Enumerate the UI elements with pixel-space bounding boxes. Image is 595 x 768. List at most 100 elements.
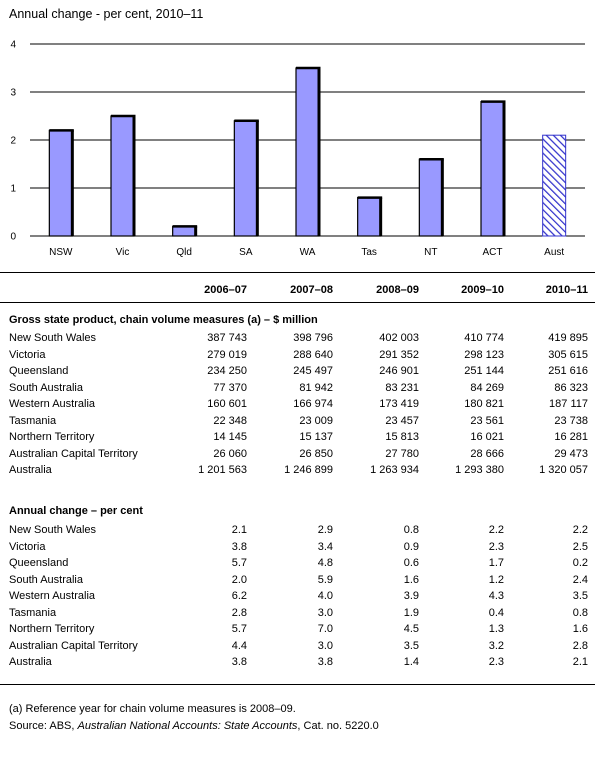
table-cell: 1 201 563 [198,464,247,476]
table-cell: 0.8 [572,606,588,619]
table-row: Australia 3.8 3.8 1.4 2.3 2.1 [0,656,595,672]
table-cell: 23 738 [554,414,588,427]
row-label: Tasmania [9,606,57,619]
row-label: Queensland [9,557,69,569]
table-cell: 5.7 [231,623,247,635]
bar-nt [418,158,443,237]
table-row: Northern Territory 5.7 7.0 4.5 1.3 1.6 [0,623,595,639]
table-cell: 180 821 [464,398,504,410]
table-cell: 419 895 [548,332,588,344]
table-cell: 29 473 [554,447,588,460]
table-cell: 298 123 [464,348,504,361]
table-cell: 160 601 [207,398,247,410]
table-cell: 1.6 [572,623,588,635]
x-tick-label: WA [300,247,316,258]
table-cell: 26 060 [213,447,247,460]
table-cell: 2.2 [572,524,588,536]
row-label: Australia [9,656,52,668]
table-row: Tasmania 2.8 3.0 1.9 0.4 0.8 [0,607,595,623]
column-header: 2007–08 [290,284,333,296]
table-cell: 1.4 [403,656,419,668]
y-tick-label: 4 [10,40,16,51]
table-cell: 1 246 899 [284,464,333,476]
table-cell: 0.4 [488,606,504,619]
table-cell: 23 009 [299,414,333,427]
column-header: 2008–09 [376,284,419,296]
table-cell: 187 117 [549,398,588,410]
y-tick-label: 0 [10,232,16,243]
bar-vic [110,115,135,237]
table-cell: 246 901 [379,365,419,377]
table-cell: 4.4 [231,639,247,652]
table-cell: 1 320 057 [539,464,588,476]
table-cell: 1.6 [403,573,419,586]
table-cell: 15 813 [385,431,419,443]
table-cell: 3.4 [317,540,333,553]
table-row: Tasmania 22 348 23 009 23 457 23 561 23 738 [0,415,595,431]
table-cell: 1 263 934 [370,464,419,476]
x-tick-label: Vic [116,247,130,258]
table-cell: 2.8 [572,639,588,652]
x-tick-label: SA [239,247,253,258]
row-label: Victoria [9,540,46,553]
table-cell: 1 293 380 [455,464,504,476]
row-label: New South Wales [9,332,97,344]
y-tick-label: 3 [10,88,16,99]
table-row: Northern Territory 14 145 15 137 15 813 16 0… [0,431,595,447]
x-tick-label: NSW [49,247,73,258]
table-row: New South Wales 387 743 398 796 402 003 410 … [0,332,595,348]
table-cell: 2.8 [231,606,247,619]
table-cell: 245 497 [293,365,333,377]
table-cell: 2.3 [488,656,504,668]
table-cell: 0.2 [572,557,588,569]
table-cell: 251 616 [548,365,588,377]
table-cell: 84 269 [470,381,504,394]
table-row: Victoria 279 019 288 640 291 352 298 123 305 … [0,349,595,365]
table-cell: 27 780 [385,447,419,460]
table-cell: 166 974 [293,398,333,410]
chart-title: Annual change - per cent, 2010–11 [9,7,204,21]
row-label: New South Wales [9,524,97,536]
table-cell: 251 144 [464,365,504,377]
row-label: Australia [9,464,52,476]
table-cell: 2.5 [572,540,588,553]
table-cell: 387 743 [207,332,247,344]
table-cell: 3.0 [317,606,333,619]
table-cell: 16 281 [554,431,588,443]
x-tick-label: Aust [544,247,564,258]
table-cell: 279 019 [207,348,247,361]
table-cell: 23 457 [385,414,419,427]
bar-nsw [48,129,73,237]
row-label: South Australia [9,381,83,394]
change-section-title: Annual change – per cent [9,505,143,517]
source-note: Source: ABS, Australian National Account… [9,720,379,732]
table-cell: 3.0 [317,639,333,652]
bar-chart: 0 1 2 3 4 NSW Vic Qld SA WA Tas NT ACT Aust [10,40,585,258]
row-label: Australian Capital Territory [9,447,138,460]
table-cell: 3.5 [403,639,419,652]
table-cell: 3.8 [317,656,333,668]
table-row: South Australia 77 370 81 942 83 231 84 269 8… [0,382,595,398]
table-cell: 2.1 [572,656,588,668]
y-tick-label: 1 [10,184,16,195]
header-bottom-rule [0,302,595,303]
table-cell: 7.0 [317,623,333,635]
table-cell: 81 942 [299,381,333,394]
table-cell: 2.9 [317,524,333,536]
table-row: New South Wales 2.1 2.9 0.8 2.2 2.2 [0,524,595,540]
table-cell: 4.3 [488,590,504,602]
table-row: South Australia 2.0 5.9 1.6 1.2 2.4 [0,574,595,590]
table-cell: 2.2 [488,524,504,536]
table-cell: 2.4 [572,573,588,586]
bar-aust [542,134,567,237]
column-header: 2010–11 [545,284,588,296]
table-cell: 28 666 [470,447,504,460]
table-cell: 5.7 [231,557,247,569]
row-label: South Australia [9,573,83,586]
table-cell: 1.7 [488,557,504,569]
table-cell: 288 640 [293,348,333,361]
source-prefix: Source: ABS, [9,720,78,732]
table-row: Australian Capital Territory 26 060 26 850… [0,448,595,464]
table-row: Queensland 5.7 4.8 0.6 1.7 0.2 [0,557,595,573]
x-tick-label: ACT [483,247,503,258]
